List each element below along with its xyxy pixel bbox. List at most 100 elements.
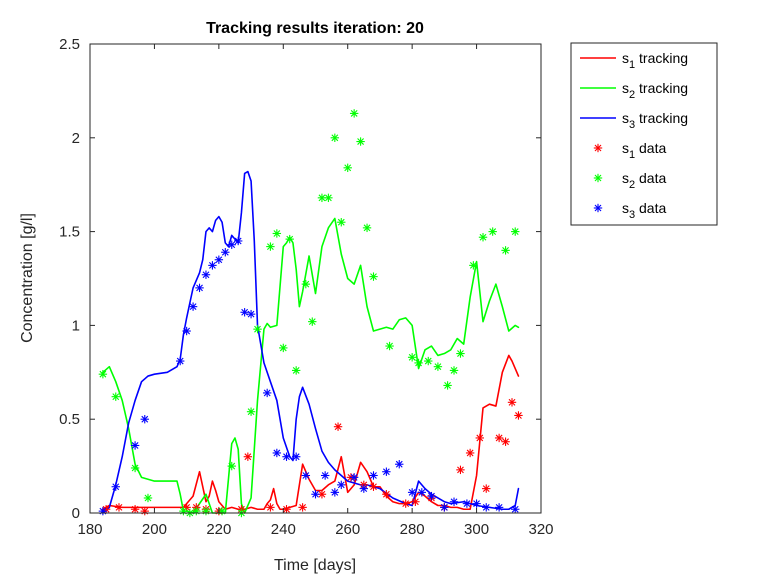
s2-data-point [253,324,262,334]
s3-data-point [337,480,346,490]
y-tick-label: 2.5 [59,36,80,53]
legend-label-suffix: data [635,140,666,156]
s3-data-point [462,499,472,508]
s3-data-point [176,356,185,366]
s3-data-point [130,441,140,450]
legend-entry-s1-tracking: s1 tracking [580,50,688,71]
s2-data-point [356,137,365,146]
s2-data-point [362,223,372,233]
s2-data-point [343,163,352,173]
legend-label-subscript: 3 [629,119,635,131]
s2-data-point [337,218,346,227]
y-tick-label: 1 [72,317,80,334]
s3-data-point [291,452,301,461]
s3-data-point [111,482,120,491]
s3-tracking-line [102,170,520,514]
legend-label-suffix: data [635,200,666,216]
legend-marker-swatch [593,143,603,153]
s2-data-point [449,366,459,375]
legend-entry-s3-data: s3 data [593,200,666,221]
y-tick-label: 0 [72,505,80,522]
legend-label-suffix: tracking [635,50,688,66]
s2-data-point [443,381,452,390]
s1-data-point [401,499,410,508]
s2-data-point [330,133,340,142]
s3-data-point [330,488,340,497]
s3-data-point [482,503,491,512]
s2-data-point [279,343,288,353]
x-tick-label: 300 [464,521,489,538]
legend-label: s2 tracking [622,80,688,101]
legend-label-suffix: tracking [635,80,688,96]
x-tick-label: 220 [206,521,231,538]
s2-data-point [201,506,211,516]
legend-label-subscript: 1 [629,149,635,161]
s3-data-point [201,270,211,279]
s3-data-point [262,388,272,398]
legend-label-subscript: 1 [629,59,635,71]
s2-data-point [111,392,120,401]
s3-data-point [240,308,249,317]
s3-data-point [349,473,359,482]
s2-data-point [246,407,256,416]
s3-data-point [472,499,481,508]
s2-data-point [98,369,108,379]
legend-label-base: s [622,50,629,66]
s2-data-point [301,279,311,289]
legend-marker-swatch [593,173,603,183]
s1-data-point [475,433,484,443]
x-tick-label: 180 [77,521,102,538]
legend-label-subscript: 3 [629,209,635,221]
legend-label-base: s [622,170,629,186]
s3-data-point [195,283,204,293]
s2-data-point [308,317,317,326]
legend-entry-s2-tracking: s2 tracking [580,80,688,101]
s1-data-point [507,398,517,407]
s3-data-point [494,503,504,512]
s3-data-point [359,484,369,493]
s1-tracking-line [102,354,520,511]
s2-data-point [433,362,443,371]
s3-data-point [311,490,320,499]
legend-label: s2 data [622,170,666,191]
s2-data-point [324,193,333,203]
x-tick-label: 240 [271,521,296,538]
x-axis-ticks: 180 200 220 240 260 280 300 320 [77,44,554,538]
plot-area [90,44,541,513]
s1-data-point [114,503,124,512]
s3-data-point [395,460,404,469]
s3-data-point [427,491,436,501]
s2-data-point [424,356,433,366]
s2-data-point [291,366,301,375]
x-tick-label: 320 [528,521,553,538]
s3-data-point [272,448,282,458]
s1-data-point [333,422,343,431]
s1-data-point [482,484,491,493]
legend-label-base: s [622,80,629,96]
s2-data-point [407,353,417,362]
s3-data-point [140,415,149,424]
s2-data-point [266,242,275,251]
s1-data-point [411,497,420,506]
y-tick-label: 1.5 [59,224,80,241]
legend-label-subscript: 2 [629,179,635,191]
s3-data-point [182,326,191,336]
axes-box [89,43,542,514]
s3-data-point [214,255,224,264]
s1-data-point [494,433,504,443]
s1-data-point [514,411,523,420]
s1-data-point [456,465,465,475]
s3-data-point [233,236,243,246]
legend-label: s1 data [622,140,666,161]
s3-data-point [511,505,520,514]
s3-data-point [246,309,256,319]
s1-data-point [130,505,140,514]
y-axis-label: Concentration [g/l] [19,213,36,343]
x-tick-label: 200 [142,521,167,538]
s2-data-point [192,506,201,516]
s2-data-point [179,506,188,516]
s2-data-point [385,341,394,351]
s1-data-point [243,452,253,461]
